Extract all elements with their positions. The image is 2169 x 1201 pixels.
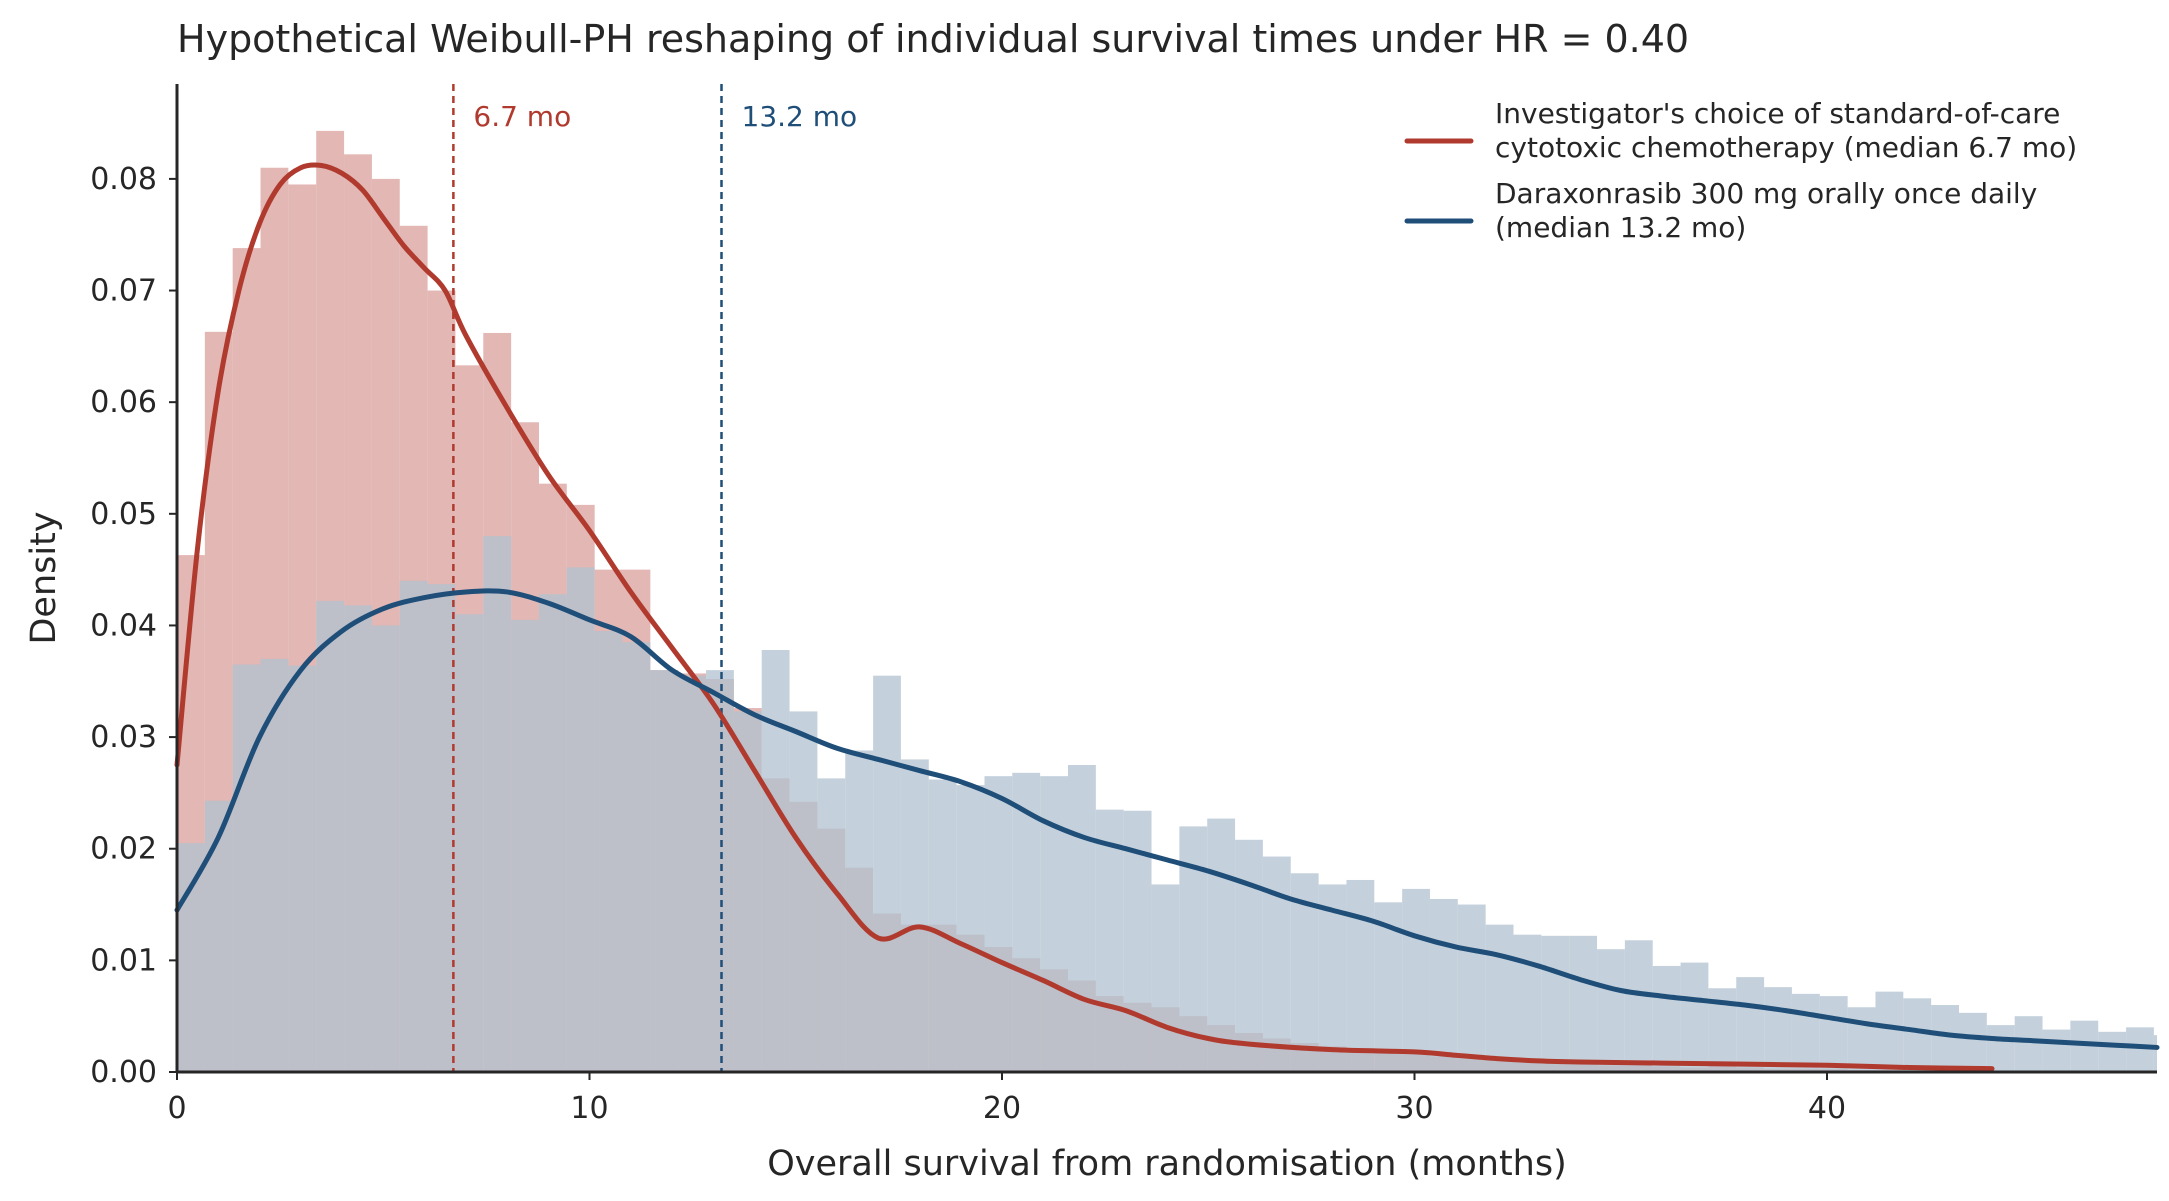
hist-bar-daraxonrasib xyxy=(956,785,985,1072)
hist-bar-daraxonrasib xyxy=(371,625,400,1072)
hist-bar-daraxonrasib xyxy=(1764,987,1792,1072)
y-tick-label: 0.03 xyxy=(90,720,157,755)
median-lines: 6.7 mo 13.2 mo xyxy=(452,84,858,1072)
hist-bar-daraxonrasib xyxy=(1736,977,1765,1072)
hist-bar-daraxonrasib xyxy=(427,584,456,1072)
hist-bar-daraxonrasib xyxy=(232,664,261,1072)
hist-bar-daraxonrasib xyxy=(1959,1012,1987,1072)
hist-bar-daraxonrasib xyxy=(761,650,790,1072)
legend: Investigator's choice of standard-of-car… xyxy=(1404,97,2077,244)
hist-bar-daraxonrasib xyxy=(1429,898,1458,1072)
legend-label-chemotherapy: cytotoxic chemotherapy (median 6.7 mo) xyxy=(1495,131,2077,164)
hist-bar-daraxonrasib xyxy=(622,642,651,1072)
hist-bar-daraxonrasib xyxy=(900,759,929,1072)
plot-area: 6.7 mo 13.2 mo xyxy=(174,84,2160,1073)
kde-line-daraxonrasib xyxy=(174,588,2160,1050)
hist-bar-daraxonrasib xyxy=(984,776,1013,1072)
median-label-chemotherapy: 6.7 mo xyxy=(473,100,571,133)
x-tick-label: 30 xyxy=(1395,1091,1433,1126)
hist-bar-daraxonrasib xyxy=(511,619,539,1072)
hist-bar-daraxonrasib xyxy=(455,614,484,1072)
hist-bar-daraxonrasib xyxy=(678,675,707,1072)
x-axis-ticks: 0 10 20 30 40 xyxy=(167,1072,1846,1126)
hist-bar-daraxonrasib xyxy=(2014,1016,2043,1072)
hist-bar-daraxonrasib xyxy=(1680,962,1709,1072)
x-tick-label: 40 xyxy=(1808,1091,1846,1126)
hist-bar-daraxonrasib xyxy=(1318,884,1347,1072)
hist-bar-daraxonrasib xyxy=(1652,965,1681,1072)
hist-bar-daraxonrasib xyxy=(733,711,762,1072)
legend-label-daraxonrasib: Daraxonrasib 300 mg orally once daily xyxy=(1495,177,2037,210)
kde-line-chemotherapy xyxy=(174,162,1995,1072)
hist-bar-daraxonrasib xyxy=(260,658,289,1072)
hist-bar-daraxonrasib xyxy=(344,605,372,1072)
hist-bar-daraxonrasib xyxy=(789,711,818,1072)
hist-bar-daraxonrasib xyxy=(873,675,901,1072)
legend-label-daraxonrasib: (median 13.2 mo) xyxy=(1495,211,1746,244)
hist-bar-daraxonrasib xyxy=(204,800,233,1072)
hist-bar-daraxonrasib xyxy=(399,580,428,1072)
x-tick-label: 10 xyxy=(570,1091,608,1126)
chart-title: Hypothetical Weibull-PH reshaping of ind… xyxy=(177,17,1689,61)
hist-bar-daraxonrasib xyxy=(1541,935,1570,1072)
hist-bar-daraxonrasib xyxy=(1791,993,1820,1072)
hist-bar-daraxonrasib xyxy=(1012,772,1041,1072)
hist-bar-daraxonrasib xyxy=(1457,904,1486,1072)
y-tick-label: 0.08 xyxy=(90,162,157,197)
hist-bar-daraxonrasib xyxy=(1235,839,1263,1072)
hist-bar-daraxonrasib xyxy=(1485,924,1514,1072)
hist-bar-daraxonrasib xyxy=(1068,764,1096,1072)
y-tick-label: 0.05 xyxy=(90,497,157,532)
y-tick-label: 0.01 xyxy=(90,943,157,978)
legend-label-chemotherapy: Investigator's choice of standard-of-car… xyxy=(1495,97,2060,130)
hist-bar-daraxonrasib xyxy=(1151,884,1180,1072)
x-axis-label: Overall survival from randomisation (mon… xyxy=(767,1144,1567,1184)
hist-bar-daraxonrasib xyxy=(1569,935,1598,1072)
hist-bar-daraxonrasib xyxy=(2098,1031,2127,1072)
hist-bar-daraxonrasib xyxy=(1819,996,1848,1072)
hist-bar-daraxonrasib xyxy=(928,779,957,1072)
hist-bar-daraxonrasib xyxy=(650,670,679,1072)
hist-bar-daraxonrasib xyxy=(483,536,512,1072)
hist-bar-daraxonrasib xyxy=(1986,1025,2015,1072)
hist-bar-daraxonrasib xyxy=(817,778,846,1072)
hist-bar-daraxonrasib xyxy=(2126,1027,2154,1072)
hist-bar-daraxonrasib xyxy=(1207,818,1236,1072)
hist-bar-daraxonrasib xyxy=(1402,888,1430,1072)
x-tick-label: 0 xyxy=(167,1091,186,1126)
hist-bar-daraxonrasib xyxy=(2042,1029,2071,1072)
y-tick-label: 0.07 xyxy=(90,274,157,309)
hist-bar-daraxonrasib xyxy=(1903,998,1932,1072)
y-tick-label: 0.02 xyxy=(90,832,157,867)
kde-curves xyxy=(174,162,2160,1072)
y-axis-label: Density xyxy=(24,511,64,644)
hist-bar-daraxonrasib xyxy=(288,665,317,1072)
hist-bar-daraxonrasib xyxy=(1624,940,1653,1072)
hist-bar-daraxonrasib xyxy=(1095,809,1124,1072)
hist-bar-daraxonrasib xyxy=(566,567,595,1072)
hist-bar-daraxonrasib xyxy=(1346,879,1375,1072)
y-axis-ticks: 0.00 0.01 0.02 0.03 0.04 0.05 0.06 0.07 0.08 xyxy=(90,162,177,1090)
hist-bar-daraxonrasib xyxy=(1931,1005,1959,1072)
hist-bar-daraxonrasib xyxy=(594,631,623,1072)
hist-bar-daraxonrasib xyxy=(1513,934,1542,1072)
median-label-daraxonrasib: 13.2 mo xyxy=(742,100,858,133)
hist-bar-daraxonrasib xyxy=(2153,1035,2157,1072)
hist-bar-daraxonrasib xyxy=(1875,991,1904,1072)
y-tick-label: 0.04 xyxy=(90,608,157,643)
hist-bar-daraxonrasib xyxy=(1847,1007,1876,1072)
hist-bar-daraxonrasib xyxy=(177,843,205,1072)
hist-bar-daraxonrasib xyxy=(316,600,345,1072)
histogram-daraxonrasib xyxy=(177,536,2157,1072)
hist-bar-daraxonrasib xyxy=(706,670,734,1072)
y-tick-label: 0.06 xyxy=(90,385,157,420)
hist-bar-daraxonrasib xyxy=(538,594,567,1072)
y-tick-label: 0.00 xyxy=(90,1055,157,1090)
x-tick-label: 20 xyxy=(983,1091,1021,1126)
hist-bar-daraxonrasib xyxy=(1597,949,1625,1072)
